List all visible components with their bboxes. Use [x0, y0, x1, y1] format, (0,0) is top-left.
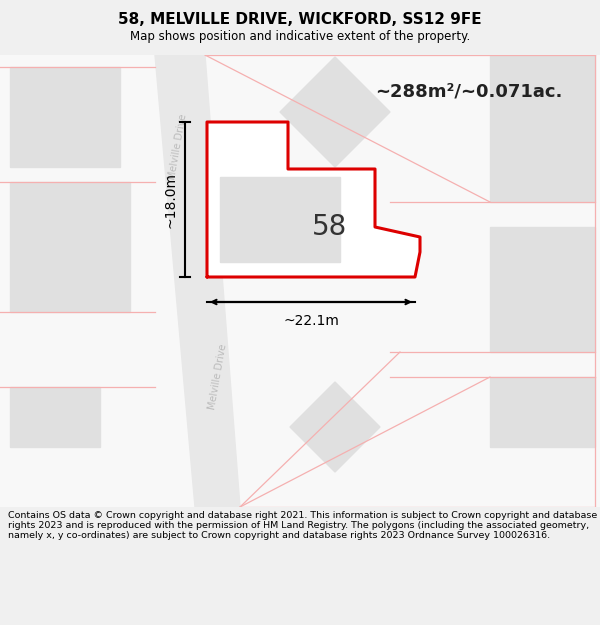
Text: ~22.1m: ~22.1m [283, 314, 339, 328]
Text: ~288m²/~0.071ac.: ~288m²/~0.071ac. [375, 83, 562, 101]
Polygon shape [10, 182, 130, 312]
Polygon shape [490, 377, 595, 447]
Polygon shape [490, 55, 595, 202]
Polygon shape [10, 67, 120, 167]
Polygon shape [280, 57, 390, 167]
Text: Melville Drive: Melville Drive [208, 343, 229, 411]
Polygon shape [155, 55, 240, 507]
Text: 58: 58 [313, 213, 347, 241]
Polygon shape [207, 122, 420, 277]
Text: 58, MELVILLE DRIVE, WICKFORD, SS12 9FE: 58, MELVILLE DRIVE, WICKFORD, SS12 9FE [118, 12, 482, 27]
Text: Melville Drive: Melville Drive [167, 113, 188, 181]
Text: ~18.0m: ~18.0m [163, 171, 177, 227]
Polygon shape [290, 382, 380, 472]
Text: Contains OS data © Crown copyright and database right 2021. This information is : Contains OS data © Crown copyright and d… [8, 511, 597, 541]
Text: Map shows position and indicative extent of the property.: Map shows position and indicative extent… [130, 30, 470, 43]
Polygon shape [490, 227, 595, 352]
Polygon shape [10, 387, 100, 447]
Polygon shape [220, 177, 340, 262]
